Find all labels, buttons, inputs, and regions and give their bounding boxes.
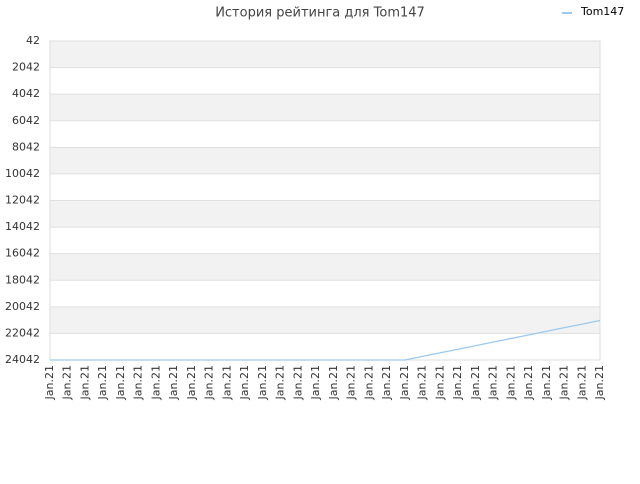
y-tick-label: 2042 (12, 61, 40, 74)
x-tick-label: Jan.21 (203, 365, 216, 400)
x-tick-label: Jan.21 (132, 365, 145, 400)
y-tick-label: 16042 (5, 247, 40, 260)
x-tick-label: Jan.21 (487, 365, 500, 400)
grid-band (50, 253, 600, 281)
grid-band (50, 306, 600, 334)
x-tick-label: Jan.21 (522, 365, 535, 400)
x-tick-label: Jan.21 (96, 365, 109, 400)
x-tick-label: Jan.21 (309, 365, 322, 400)
grid-band (50, 200, 600, 228)
x-tick-label: Jan.21 (380, 365, 393, 400)
x-tick-label: Jan.21 (61, 365, 74, 400)
x-tick-label: Jan.21 (345, 365, 358, 400)
x-tick-label: Jan.21 (220, 365, 233, 400)
x-tick-label: Jan.21 (398, 365, 411, 400)
x-tick-label: Jan.21 (451, 365, 464, 400)
x-tick-label: Jan.21 (43, 365, 56, 400)
y-tick-label: 8042 (12, 140, 40, 153)
y-tick-label: 12042 (5, 194, 40, 207)
x-tick-label: Jan.21 (558, 365, 571, 400)
grid-band (50, 41, 600, 68)
grid-band (50, 94, 600, 121)
x-tick-label: Jan.21 (469, 365, 482, 400)
x-tick-label: Jan.21 (274, 365, 287, 400)
y-tick-label: 22042 (5, 326, 40, 339)
x-tick-label: Jan.21 (149, 365, 162, 400)
x-tick-label: Jan.21 (504, 365, 517, 400)
x-tick-label: Jan.21 (575, 365, 588, 400)
y-tick-label: 4042 (12, 87, 40, 100)
y-tick-label: 20042 (5, 300, 40, 313)
x-tick-label: Jan.21 (416, 365, 429, 400)
y-tick-label: 6042 (12, 114, 40, 127)
y-tick-label: 10042 (5, 167, 40, 180)
legend-label: Tom147 (580, 5, 624, 18)
x-tick-label: Jan.21 (362, 365, 375, 400)
y-tick-label: 18042 (5, 273, 40, 286)
y-tick-label: 42 (26, 34, 40, 47)
x-tick-label: Jan.21 (593, 365, 606, 400)
chart-title: История рейтинга для Tom147 (215, 6, 425, 21)
x-tick-label: Jan.21 (185, 365, 198, 400)
x-tick-label: Jan.21 (167, 365, 180, 400)
x-tick-label: Jan.21 (540, 365, 553, 400)
x-tick-label: Jan.21 (114, 365, 127, 400)
grid-band (50, 147, 600, 174)
line (50, 319, 601, 361)
x-tick-label: Jan.21 (78, 365, 91, 400)
x-tick-label: Jan.21 (238, 365, 251, 400)
x-tick-label: Jan.21 (327, 365, 340, 400)
x-tick-label: Jan.21 (433, 365, 446, 400)
y-tick-label: 14042 (5, 220, 40, 233)
y-tick-label: 24042 (5, 353, 40, 366)
x-tick-label: Jan.21 (256, 365, 269, 400)
x-tick-label: Jan.21 (291, 365, 304, 400)
